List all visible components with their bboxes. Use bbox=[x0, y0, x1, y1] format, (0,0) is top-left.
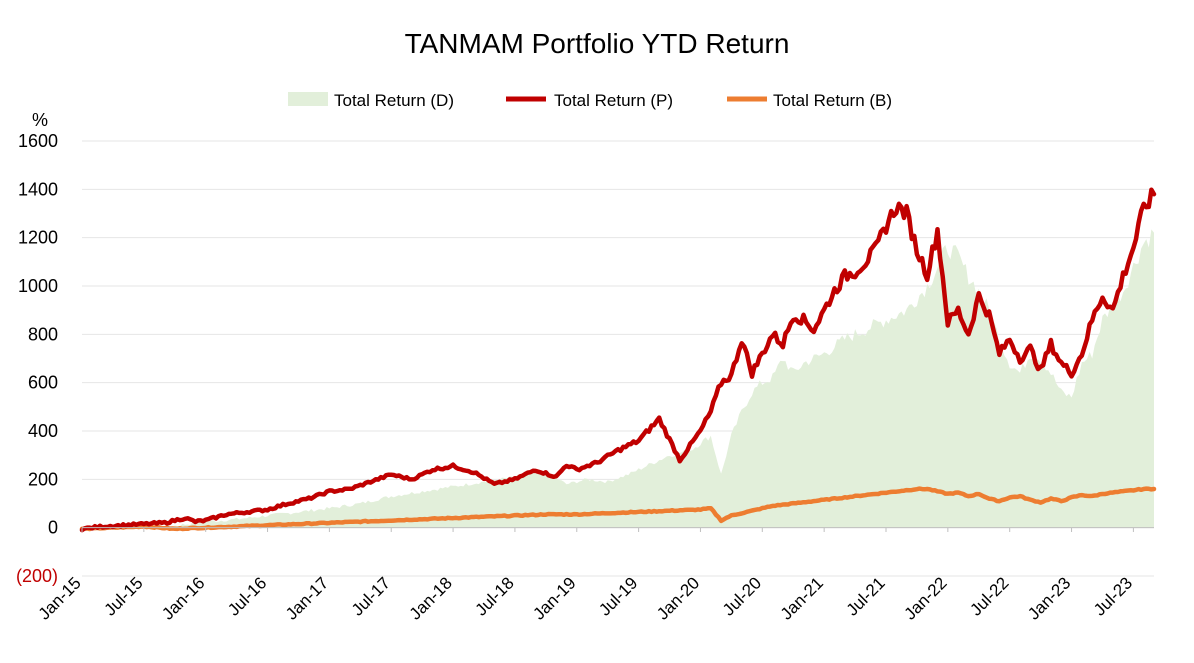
area-layer bbox=[82, 229, 1154, 529]
x-tick-label: Jan-17 bbox=[282, 573, 332, 623]
y-axis: (200) 0 200 400 600 800 1000 1200 1400 1600 bbox=[16, 131, 58, 586]
x-tick-label: Jan-19 bbox=[529, 573, 579, 623]
x-tick-label: Jul-15 bbox=[100, 573, 146, 619]
x-tick-label: Jan-18 bbox=[406, 573, 456, 623]
x-tick-label: Jan-23 bbox=[1024, 573, 1074, 623]
line-layer bbox=[79, 187, 1157, 533]
x-tick-label: Jul-17 bbox=[348, 573, 394, 619]
x-tick-label: Jan-21 bbox=[777, 573, 827, 623]
series-area-total-return-d bbox=[82, 229, 1154, 529]
y-tick-label: 1600 bbox=[18, 131, 58, 151]
x-tick-label: Jul-19 bbox=[595, 573, 641, 619]
legend-label-total-return-b: Total Return (B) bbox=[773, 91, 892, 110]
y-tick-label: 0 bbox=[48, 518, 58, 538]
x-tick-label: Jul-18 bbox=[472, 573, 518, 619]
y-tick-label: 1200 bbox=[18, 228, 58, 248]
legend-swatch-total-return-d bbox=[288, 92, 328, 106]
x-tick-label: Jan-22 bbox=[900, 573, 950, 623]
y-tick-label: 1000 bbox=[18, 276, 58, 296]
legend-label-total-return-p: Total Return (P) bbox=[554, 91, 673, 110]
y-tick-label: 400 bbox=[28, 421, 58, 441]
y-tick-label: 1400 bbox=[18, 179, 58, 199]
legend: Total Return (D) Total Return (P) Total … bbox=[288, 91, 892, 110]
chart-title: TANMAM Portfolio YTD Return bbox=[405, 28, 790, 59]
x-tick-label: Jul-20 bbox=[719, 573, 765, 619]
y-tick-label: (200) bbox=[16, 566, 58, 586]
x-tick-label: Jul-16 bbox=[224, 573, 270, 619]
y-axis-unit-label: % bbox=[32, 110, 48, 130]
x-tick-label: Jul-22 bbox=[966, 573, 1012, 619]
y-tick-label: 600 bbox=[28, 373, 58, 393]
x-tick-label: Jan-16 bbox=[158, 573, 208, 623]
legend-label-total-return-d: Total Return (D) bbox=[334, 91, 454, 110]
series-line-total-return-p bbox=[79, 187, 1157, 533]
x-tick-label: Jul-23 bbox=[1090, 573, 1136, 619]
y-tick-label: 200 bbox=[28, 469, 58, 489]
x-tick-label: Jan-20 bbox=[653, 573, 703, 623]
y-tick-label: 800 bbox=[28, 324, 58, 344]
series-line-total-return-b bbox=[79, 486, 1157, 532]
x-tick-label: Jul-21 bbox=[843, 573, 889, 619]
